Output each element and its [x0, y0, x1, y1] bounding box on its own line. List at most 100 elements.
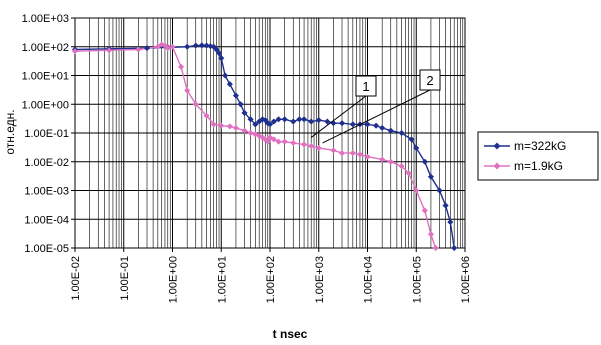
data-point: [266, 121, 274, 128]
data-point: [421, 207, 428, 214]
data-point: [364, 121, 371, 128]
data-point: [300, 116, 308, 123]
data-point: [105, 47, 113, 54]
y-tick-label: 1.00E-03: [24, 186, 69, 198]
data-point: [252, 131, 259, 138]
y-axis-title: отн.едн.: [3, 109, 17, 154]
data-point: [135, 46, 142, 53]
data-point: [398, 129, 405, 137]
data-point: [432, 244, 439, 252]
data-point: [270, 136, 278, 143]
data-point: [447, 218, 454, 226]
data-point: [71, 48, 79, 55]
data-point: [218, 122, 225, 129]
y-tick-label: 1.00E-04: [24, 214, 69, 226]
data-point: [308, 142, 315, 150]
data-point: [192, 42, 199, 49]
data-point: [275, 116, 282, 123]
data-point: [210, 121, 217, 128]
x-ticks: 1.00E-02 1.00E-01 1.00E+00 1.00E+01 1.00E+02…: [70, 248, 472, 303]
data-point: [315, 116, 322, 124]
data-point: [164, 44, 171, 52]
x-tick-label: 1.00E+06: [460, 256, 472, 303]
x-tick-label: 1.00E+05: [411, 256, 423, 303]
data-point: [264, 138, 271, 145]
data-point: [413, 144, 420, 152]
data-point: [308, 118, 315, 125]
data-point: [387, 127, 394, 134]
data-point: [300, 141, 308, 148]
data-point: [237, 101, 244, 108]
data-point: [324, 118, 331, 125]
data-point: [405, 170, 412, 177]
callout-box: [355, 75, 377, 97]
y-tick-label: 1.00E-05: [24, 243, 69, 255]
data-point: [184, 43, 191, 50]
data-point: [154, 43, 161, 50]
data-point: [232, 92, 240, 99]
data-point: [226, 81, 233, 88]
data-point: [427, 231, 435, 238]
data-point: [275, 138, 282, 145]
legend-label: m=322kG: [514, 139, 566, 153]
data-point: [290, 139, 297, 147]
legend-box: [477, 131, 599, 181]
data-point: [364, 153, 371, 160]
data-point: [356, 151, 364, 158]
y-tick-label: 1.00E-01: [24, 128, 69, 140]
data-point: [421, 158, 428, 165]
data-point: [281, 138, 288, 145]
data-point: [218, 55, 225, 62]
y-ticks: 1.00E+03 1.00E+02 1.00E+01 1.00E+00 1.00E-01…: [22, 13, 75, 255]
data-point: [259, 134, 266, 141]
data-point: [442, 202, 449, 209]
data-point: [427, 173, 435, 180]
data-point: [184, 87, 191, 94]
data-point: [379, 156, 386, 163]
x-axis-title: t nsec: [273, 327, 308, 341]
data-point: [192, 101, 199, 108]
y-tick-label: 1.00E+01: [22, 71, 69, 83]
data-point: [387, 158, 394, 165]
data-point: [198, 42, 206, 49]
legend-marker: [493, 142, 501, 150]
data-point: [338, 120, 346, 127]
data-point: [413, 187, 420, 194]
data-point: [203, 112, 210, 119]
x-tick-label: 1.00E+04: [363, 256, 375, 303]
data-point: [349, 149, 356, 157]
data-point: [296, 116, 303, 123]
x-tick-label: 1.00E-01: [119, 256, 131, 301]
x-tick-label: 1.00E+02: [265, 256, 277, 303]
data-point: [247, 129, 254, 137]
data-point: [281, 116, 288, 123]
x-tick-label: 1.00E+03: [314, 256, 326, 303]
data-point: [232, 124, 240, 132]
grid: [74, 18, 465, 249]
data-point: [177, 63, 185, 70]
x-tick-label: 1.00E+00: [168, 256, 180, 303]
y-tick-label: 1.00E+00: [22, 99, 69, 111]
data-point: [143, 44, 151, 52]
data-point: [290, 118, 297, 125]
data-point: [372, 122, 380, 129]
data-point: [330, 147, 337, 154]
data-point: [247, 116, 254, 123]
data-point: [408, 136, 415, 143]
data-point: [436, 187, 443, 194]
data-point: [169, 43, 176, 50]
data-point: [241, 109, 248, 117]
data-point: [338, 149, 346, 157]
x-tick-label: 1.00E-02: [70, 256, 82, 301]
data-point: [252, 121, 259, 128]
data-point: [270, 118, 278, 125]
data-point: [451, 244, 458, 252]
data-point: [215, 49, 223, 57]
legend-marker: [493, 162, 501, 170]
data-point: [379, 124, 386, 132]
data-point: [226, 123, 233, 130]
data-point: [241, 127, 248, 134]
callout-label: 1: [362, 79, 369, 94]
